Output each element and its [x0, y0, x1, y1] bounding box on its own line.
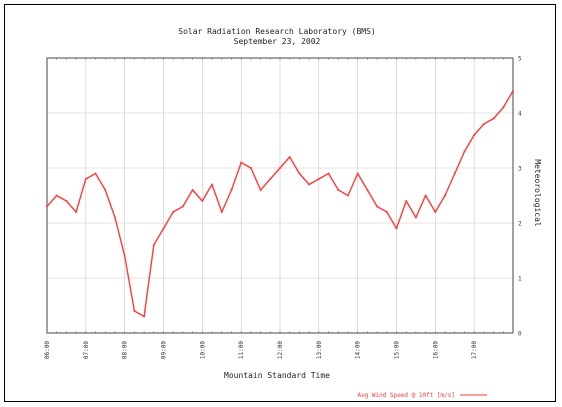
data-point — [143, 316, 145, 318]
data-point — [172, 211, 174, 213]
data-point — [75, 211, 77, 213]
data-point — [114, 217, 116, 219]
data-point — [405, 200, 407, 202]
x-tick-label: 08:00 — [122, 341, 129, 359]
data-point — [95, 173, 97, 175]
data-point — [493, 118, 495, 120]
data-point — [250, 167, 252, 169]
chart-subtitle: September 23, 2002 — [234, 37, 321, 46]
data-point — [124, 255, 126, 257]
data-point — [425, 195, 427, 197]
data-point — [483, 123, 485, 125]
y-tick-label: 5 — [518, 56, 522, 63]
data-point — [163, 228, 165, 230]
data-point — [269, 178, 271, 180]
wind-speed-chart: Solar Radiation Research Laboratory (BMS… — [5, 5, 557, 403]
data-point — [192, 189, 194, 191]
y-tick-label: 3 — [518, 166, 522, 173]
x-tick-label: 11:00 — [238, 341, 245, 359]
data-point — [366, 189, 368, 191]
data-point — [289, 156, 291, 158]
data-point — [308, 184, 310, 186]
data-point — [85, 178, 87, 180]
data-point — [318, 178, 320, 180]
data-point — [396, 228, 398, 230]
tick-labels: 0 1 2 3 4 5 06:00 07:00 08:00 09:00 10:00 11:00 12:0… — [44, 56, 522, 360]
x-tick-label: 17:00 — [471, 341, 478, 359]
data-point — [502, 107, 504, 109]
data-point — [298, 173, 300, 175]
data-point — [133, 310, 135, 312]
x-tick-label: 10:00 — [199, 341, 206, 359]
data-point — [221, 211, 223, 213]
data-point — [104, 189, 106, 191]
grid — [47, 58, 513, 333]
data-point — [201, 200, 203, 202]
legend-label: Avg Wind Speed @ 10ft [m/s] — [357, 392, 455, 399]
data-point — [444, 195, 446, 197]
legend: Avg Wind Speed @ 10ft [m/s] — [357, 392, 487, 399]
data-point — [46, 206, 48, 208]
chart-title: Solar Radiation Research Laboratory (BMS… — [178, 27, 375, 36]
x-tick-label: 12:00 — [277, 341, 284, 359]
data-point — [357, 173, 359, 175]
y-tick-label: 1 — [518, 276, 522, 283]
y-tick-label: 2 — [518, 221, 522, 228]
data-point — [512, 90, 514, 92]
y-axis-label: Meteorological — [533, 159, 542, 227]
chart-frame: Solar Radiation Research Laboratory (BMS… — [4, 4, 556, 402]
data-point — [415, 217, 417, 219]
x-tick-label: 14:00 — [355, 341, 362, 359]
x-tick-label: 07:00 — [83, 341, 90, 359]
data-point — [65, 200, 67, 202]
data-point — [230, 189, 232, 191]
data-point — [328, 173, 330, 175]
data-point — [240, 162, 242, 164]
data-point — [386, 211, 388, 213]
x-tick-label: 09:00 — [161, 341, 168, 359]
x-tick-label: 16:00 — [432, 341, 439, 359]
data-point — [454, 173, 456, 175]
data-point — [473, 134, 475, 136]
data-point — [347, 195, 349, 197]
data-point — [376, 206, 378, 208]
data-point — [211, 184, 213, 186]
data-point — [337, 189, 339, 191]
y-tick-label: 4 — [518, 111, 522, 118]
data-point — [279, 167, 281, 169]
data-point — [434, 211, 436, 213]
data-point — [463, 151, 465, 153]
x-tick-label: 06:00 — [44, 341, 51, 359]
data-point — [182, 206, 184, 208]
data-point — [56, 195, 58, 197]
data-point — [260, 189, 262, 191]
data-point — [153, 244, 155, 246]
x-tick-label: 15:00 — [394, 341, 401, 359]
y-tick-label: 0 — [518, 331, 522, 338]
x-axis-label: Mountain Standard Time — [224, 371, 330, 380]
x-tick-label: 13:00 — [316, 341, 323, 359]
